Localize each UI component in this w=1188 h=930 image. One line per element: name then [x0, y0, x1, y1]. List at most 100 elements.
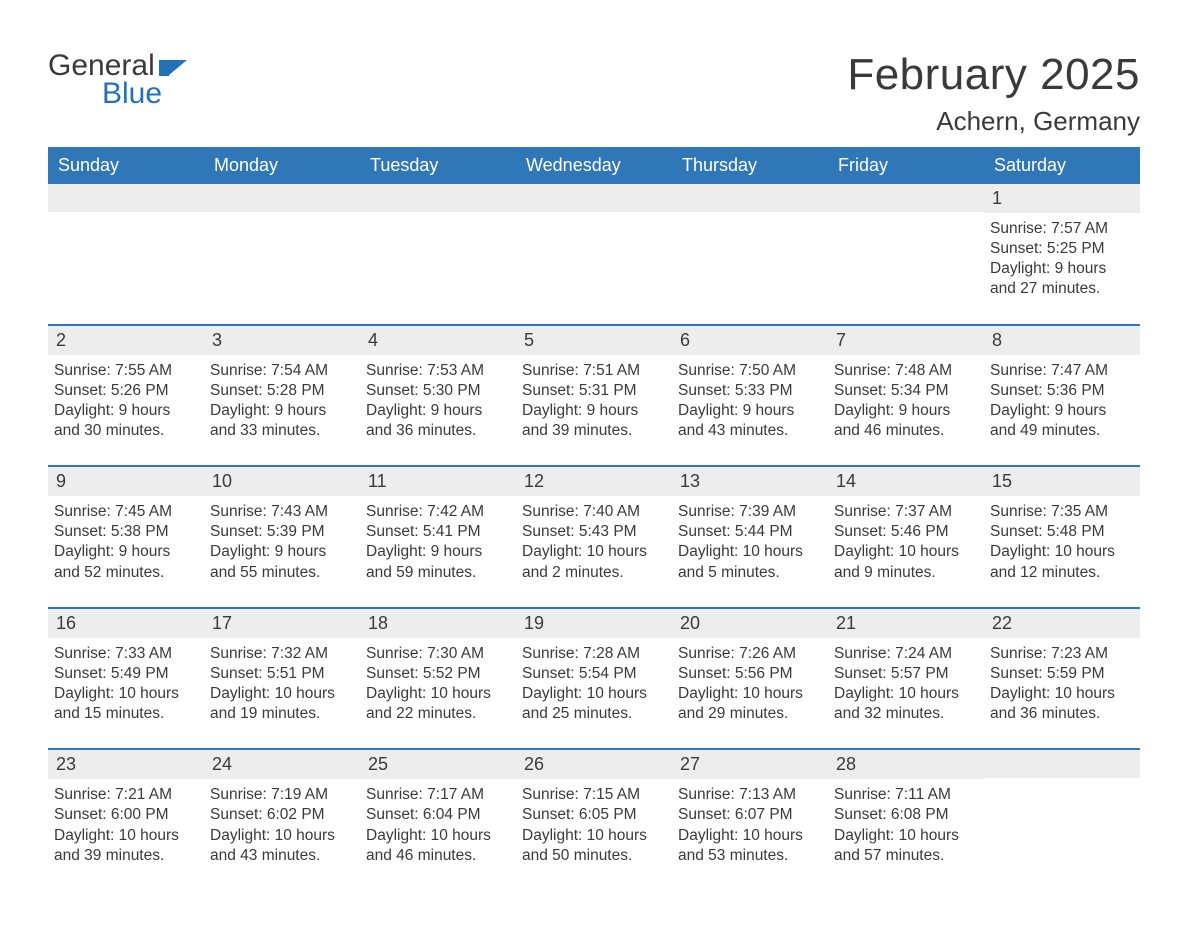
day-number: 20: [672, 609, 828, 638]
daylight-text: Daylight: 10 hours and 15 minutes.: [54, 684, 196, 724]
day-cell: 24Sunrise: 7:19 AMSunset: 6:02 PMDayligh…: [204, 750, 360, 890]
daylight-text: Daylight: 10 hours and 50 minutes.: [522, 826, 664, 866]
day-number: 22: [984, 609, 1140, 638]
sunrise-text: Sunrise: 7:24 AM: [834, 644, 976, 664]
day-body: Sunrise: 7:57 AMSunset: 5:25 PMDaylight:…: [984, 213, 1140, 300]
sunset-text: Sunset: 6:05 PM: [522, 805, 664, 825]
day-body: Sunrise: 7:42 AMSunset: 5:41 PMDaylight:…: [360, 496, 516, 583]
sunset-text: Sunset: 6:07 PM: [678, 805, 820, 825]
sunrise-text: Sunrise: 7:23 AM: [990, 644, 1132, 664]
sunrise-text: Sunrise: 7:28 AM: [522, 644, 664, 664]
sunset-text: Sunset: 5:25 PM: [990, 239, 1132, 259]
sunset-text: Sunset: 6:02 PM: [210, 805, 352, 825]
day-cell: [672, 184, 828, 324]
weekday-header: Thursday: [672, 147, 828, 184]
day-number: 28: [828, 750, 984, 779]
day-body: Sunrise: 7:50 AMSunset: 5:33 PMDaylight:…: [672, 355, 828, 442]
sunrise-text: Sunrise: 7:53 AM: [366, 361, 508, 381]
week-row: 9Sunrise: 7:45 AMSunset: 5:38 PMDaylight…: [48, 465, 1140, 607]
day-number: 2: [48, 326, 204, 355]
day-body: Sunrise: 7:17 AMSunset: 6:04 PMDaylight:…: [360, 779, 516, 866]
day-cell: 6Sunrise: 7:50 AMSunset: 5:33 PMDaylight…: [672, 326, 828, 466]
sunrise-text: Sunrise: 7:39 AM: [678, 502, 820, 522]
day-number: [984, 750, 1140, 778]
day-cell: 13Sunrise: 7:39 AMSunset: 5:44 PMDayligh…: [672, 467, 828, 607]
day-number: 24: [204, 750, 360, 779]
day-cell: 1Sunrise: 7:57 AMSunset: 5:25 PMDaylight…: [984, 184, 1140, 324]
day-number: 5: [516, 326, 672, 355]
day-cell: 27Sunrise: 7:13 AMSunset: 6:07 PMDayligh…: [672, 750, 828, 890]
day-cell: [516, 184, 672, 324]
day-cell: 26Sunrise: 7:15 AMSunset: 6:05 PMDayligh…: [516, 750, 672, 890]
daylight-text: Daylight: 9 hours and 27 minutes.: [990, 259, 1132, 299]
sunrise-text: Sunrise: 7:54 AM: [210, 361, 352, 381]
day-cell: 23Sunrise: 7:21 AMSunset: 6:00 PMDayligh…: [48, 750, 204, 890]
day-number: [48, 184, 204, 212]
sunrise-text: Sunrise: 7:19 AM: [210, 785, 352, 805]
daylight-text: Daylight: 9 hours and 43 minutes.: [678, 401, 820, 441]
day-cell: 14Sunrise: 7:37 AMSunset: 5:46 PMDayligh…: [828, 467, 984, 607]
day-cell: [828, 184, 984, 324]
sunset-text: Sunset: 5:59 PM: [990, 664, 1132, 684]
calendar-page: General Blue February 2025 Achern, Germa…: [0, 0, 1188, 930]
day-body: Sunrise: 7:47 AMSunset: 5:36 PMDaylight:…: [984, 355, 1140, 442]
weekday-header-row: Sunday Monday Tuesday Wednesday Thursday…: [48, 147, 1140, 184]
sunset-text: Sunset: 5:34 PM: [834, 381, 976, 401]
day-body: Sunrise: 7:43 AMSunset: 5:39 PMDaylight:…: [204, 496, 360, 583]
sunrise-text: Sunrise: 7:15 AM: [522, 785, 664, 805]
flag-icon: [159, 52, 189, 84]
sunrise-text: Sunrise: 7:57 AM: [990, 219, 1132, 239]
sunset-text: Sunset: 5:54 PM: [522, 664, 664, 684]
day-body: Sunrise: 7:35 AMSunset: 5:48 PMDaylight:…: [984, 496, 1140, 583]
day-body: Sunrise: 7:40 AMSunset: 5:43 PMDaylight:…: [516, 496, 672, 583]
day-body: Sunrise: 7:33 AMSunset: 5:49 PMDaylight:…: [48, 638, 204, 725]
day-number: 11: [360, 467, 516, 496]
sunset-text: Sunset: 6:04 PM: [366, 805, 508, 825]
daylight-text: Daylight: 10 hours and 53 minutes.: [678, 826, 820, 866]
weekday-header: Wednesday: [516, 147, 672, 184]
day-number: 3: [204, 326, 360, 355]
daylight-text: Daylight: 10 hours and 36 minutes.: [990, 684, 1132, 724]
day-body: Sunrise: 7:53 AMSunset: 5:30 PMDaylight:…: [360, 355, 516, 442]
day-cell: 19Sunrise: 7:28 AMSunset: 5:54 PMDayligh…: [516, 609, 672, 749]
sunrise-text: Sunrise: 7:55 AM: [54, 361, 196, 381]
day-body: Sunrise: 7:45 AMSunset: 5:38 PMDaylight:…: [48, 496, 204, 583]
sunrise-text: Sunrise: 7:51 AM: [522, 361, 664, 381]
daylight-text: Daylight: 9 hours and 36 minutes.: [366, 401, 508, 441]
sunrise-text: Sunrise: 7:43 AM: [210, 502, 352, 522]
daylight-text: Daylight: 9 hours and 39 minutes.: [522, 401, 664, 441]
sunset-text: Sunset: 5:43 PM: [522, 522, 664, 542]
day-number: 9: [48, 467, 204, 496]
day-number: 7: [828, 326, 984, 355]
day-cell: 28Sunrise: 7:11 AMSunset: 6:08 PMDayligh…: [828, 750, 984, 890]
sunset-text: Sunset: 5:56 PM: [678, 664, 820, 684]
day-body: Sunrise: 7:28 AMSunset: 5:54 PMDaylight:…: [516, 638, 672, 725]
sunrise-text: Sunrise: 7:26 AM: [678, 644, 820, 664]
day-cell: 18Sunrise: 7:30 AMSunset: 5:52 PMDayligh…: [360, 609, 516, 749]
day-number: [828, 184, 984, 212]
location-label: Achern, Germany: [847, 106, 1140, 137]
sunrise-text: Sunrise: 7:11 AM: [834, 785, 976, 805]
daylight-text: Daylight: 9 hours and 49 minutes.: [990, 401, 1132, 441]
daylight-text: Daylight: 10 hours and 19 minutes.: [210, 684, 352, 724]
day-body: Sunrise: 7:37 AMSunset: 5:46 PMDaylight:…: [828, 496, 984, 583]
day-cell: [984, 750, 1140, 890]
sunset-text: Sunset: 5:28 PM: [210, 381, 352, 401]
sunset-text: Sunset: 5:36 PM: [990, 381, 1132, 401]
day-number: 14: [828, 467, 984, 496]
sunset-text: Sunset: 5:44 PM: [678, 522, 820, 542]
weekday-header: Sunday: [48, 147, 204, 184]
sunset-text: Sunset: 6:00 PM: [54, 805, 196, 825]
sunrise-text: Sunrise: 7:13 AM: [678, 785, 820, 805]
day-cell: 21Sunrise: 7:24 AMSunset: 5:57 PMDayligh…: [828, 609, 984, 749]
day-number: [516, 184, 672, 212]
day-cell: 17Sunrise: 7:32 AMSunset: 5:51 PMDayligh…: [204, 609, 360, 749]
sunset-text: Sunset: 5:33 PM: [678, 381, 820, 401]
day-number: 8: [984, 326, 1140, 355]
sunrise-text: Sunrise: 7:33 AM: [54, 644, 196, 664]
sunset-text: Sunset: 6:08 PM: [834, 805, 976, 825]
day-cell: 22 Sunrise: 7:23 AMSunset: 5:59 PMDayligh…: [984, 609, 1140, 749]
day-number: 10: [204, 467, 360, 496]
sunrise-text: Sunrise: 7:21 AM: [54, 785, 196, 805]
day-number: 16: [48, 609, 204, 638]
